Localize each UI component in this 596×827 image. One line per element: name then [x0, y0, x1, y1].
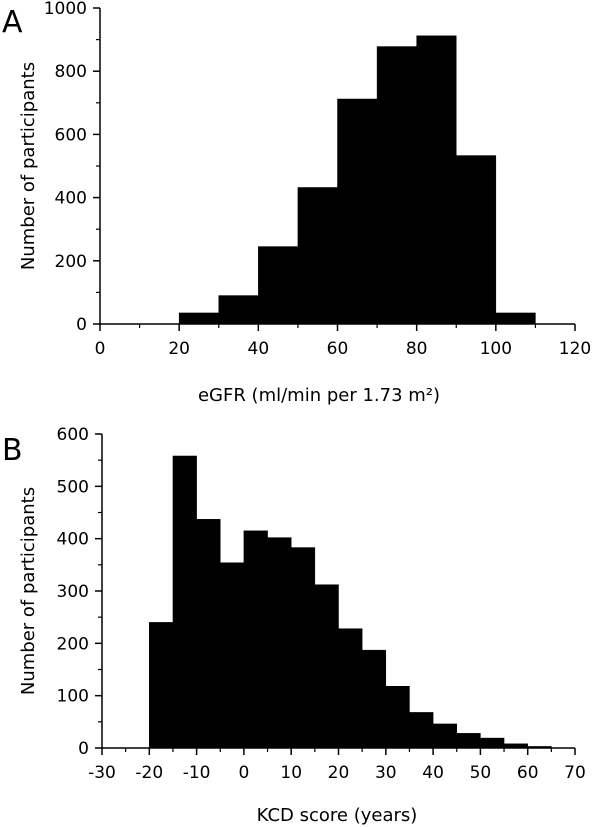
panel-b-x-tick-label-4: 10: [280, 763, 302, 783]
panel-b-bar-8: [338, 628, 363, 749]
panel-b-x-tick-label-8: 50: [470, 763, 492, 783]
panel-b-y-tick-label-6: 600: [57, 425, 89, 445]
panel-b-x-tick-label-5: 20: [328, 763, 350, 783]
panel-a-label: A: [2, 5, 23, 40]
panel-b-bar-12: [432, 723, 458, 749]
panel-a-x-tick-label-3: 60: [327, 339, 349, 359]
panel-a-bar-2: [258, 246, 299, 325]
panel-b-y-tick-label-3: 300: [57, 582, 89, 602]
panel-b-x-tick-label-9: 60: [517, 763, 539, 783]
panel-b-x-tick-label-10: 70: [564, 763, 586, 783]
panel-b-bar-9: [361, 649, 387, 749]
panel-b-y-tick-label-1: 100: [57, 687, 89, 707]
panel-b-bar-3: [220, 562, 245, 749]
panel-a-y-tick-label-5: 1000: [44, 0, 87, 19]
panel-b-bar-13: [456, 733, 481, 749]
panel-b-x-axis-title: KCD score (years): [257, 805, 418, 826]
panel-b-bar-11: [409, 712, 434, 749]
panel-b-bars: [149, 455, 552, 749]
panel-b-y-axis-title: Number of participants: [18, 487, 39, 695]
panel-a-axes: 0 20 40 60 80 100 120 0 200 400 600 800 1000: [44, 0, 591, 359]
panel-a-x-tick-label-1: 20: [168, 339, 190, 359]
panel-a-x-tick-label-2: 40: [248, 339, 270, 359]
panel-a-x-tick-label-4: 80: [406, 339, 428, 359]
panel-a-x-tick-label-0: 0: [95, 339, 106, 359]
panel-a-bars: [178, 35, 536, 325]
panel-b-bar-14: [480, 737, 505, 749]
panel-b-bar-10: [385, 685, 410, 749]
panel-b-axes: -30 -20 -10 0 10 20 30 40 50 60 70 0 100 200 300 400 500…: [57, 425, 586, 783]
panel-a-bar-6: [416, 35, 457, 325]
panel-a: A 0 20 40 60 80 100 120 0 200 400 600 800 1000 eGFR …: [2, 0, 591, 406]
panel-b-bar-4: [243, 530, 268, 749]
panel-b-bar-5: [267, 537, 292, 749]
panel-b-label: B: [2, 433, 23, 468]
panel-a-bar-1: [218, 295, 259, 325]
panel-b: B -30 -20 -10 0 10 20 30 40 50 60 70 0 100 200 300 400 5…: [2, 425, 586, 826]
panel-b-x-tick-label-1: -20: [135, 763, 163, 783]
panel-a-bar-0: [178, 312, 220, 325]
panel-a-y-axis-title: Number of participants: [18, 62, 39, 270]
panel-b-x-tick-label-7: 40: [422, 763, 444, 783]
panel-b-y-tick-label-2: 200: [57, 634, 89, 654]
panel-b-x-tick-label-3: 0: [238, 763, 249, 783]
panel-a-x-tick-label-5: 100: [480, 339, 512, 359]
panel-b-bar-2: [196, 519, 221, 749]
panel-a-y-tick-label-3: 600: [55, 125, 87, 145]
panel-b-bar-7: [314, 584, 339, 749]
panel-b-bar-6: [290, 547, 316, 749]
panel-a-bar-5: [376, 46, 417, 325]
panel-a-y-tick-label-2: 400: [55, 189, 87, 209]
panel-b-y-tick-label-5: 500: [57, 477, 89, 497]
panel-b-y-tick-label-4: 400: [57, 530, 89, 550]
panel-b-x-tick-label-6: 30: [375, 763, 397, 783]
panel-b-y-tick-label-0: 0: [78, 739, 89, 759]
panel-a-bar-8: [495, 312, 536, 325]
panel-b-bar-0: [149, 622, 174, 749]
panel-b-x-tick-label-0: -30: [88, 763, 116, 783]
panel-a-x-axis-title: eGFR (ml/min per 1.73 m²): [198, 385, 440, 406]
panel-a-y-tick-label-4: 800: [55, 62, 87, 82]
panel-a-x-tick-label-6: 120: [559, 339, 591, 359]
panel-a-bar-7: [456, 155, 497, 325]
panel-a-bar-3: [297, 187, 338, 325]
panel-a-bar-4: [337, 98, 378, 325]
panel-a-y-tick-label-1: 200: [55, 252, 87, 272]
panel-b-bar-1: [172, 455, 197, 749]
panel-b-x-tick-label-2: -10: [183, 763, 211, 783]
panel-a-y-tick-label-0: 0: [76, 315, 87, 335]
